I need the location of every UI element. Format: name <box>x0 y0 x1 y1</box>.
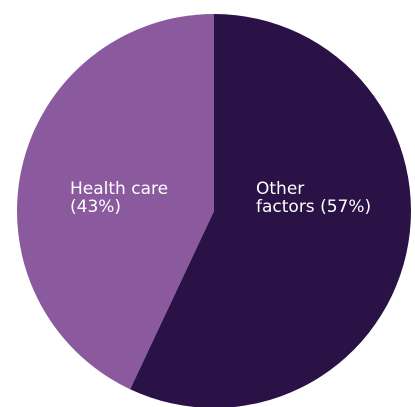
slice-label-line: factors (57%) <box>256 197 371 217</box>
slice-label-line: Other <box>256 179 304 199</box>
slice-label-other-factors: Other factors (57%) <box>256 179 371 217</box>
pie-slice-health-care <box>17 14 214 390</box>
pie-labels: Other factors (57%) Health care (43%) <box>70 179 371 217</box>
pie-slices <box>17 14 411 407</box>
slice-label-line: Health care <box>70 179 168 199</box>
slice-label-line: (43%) <box>70 197 121 217</box>
slice-label-health-care: Health care (43%) <box>70 179 168 217</box>
pie-slice-other-factors <box>130 14 411 407</box>
